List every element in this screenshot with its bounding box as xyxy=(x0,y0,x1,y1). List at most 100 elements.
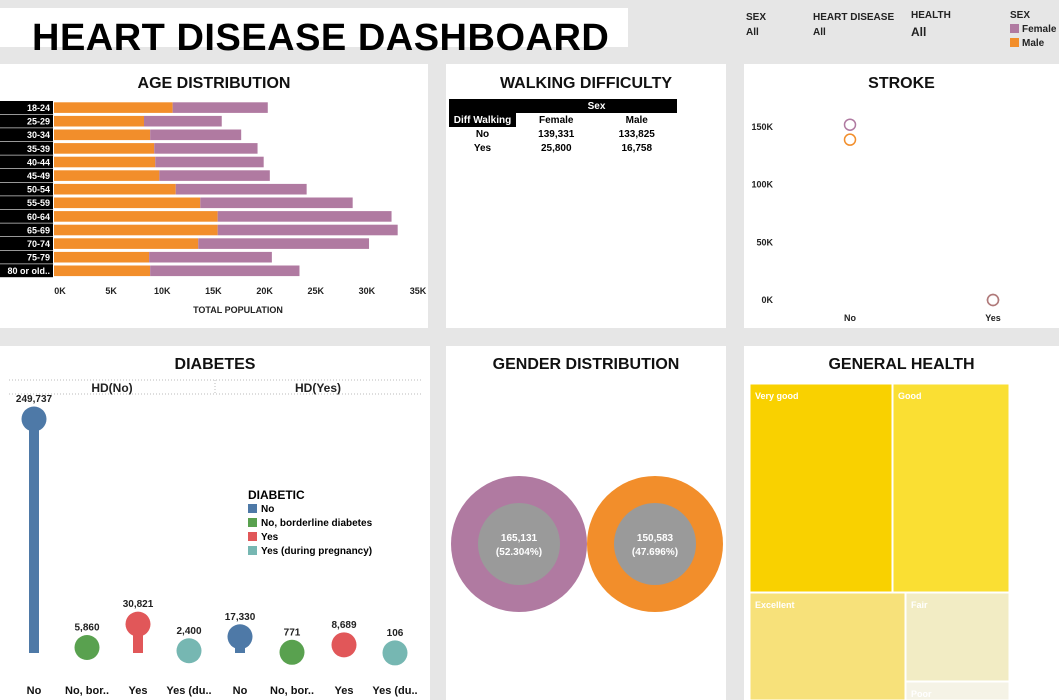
age-x-tick: 15K xyxy=(205,286,222,296)
health-tile-label: Poor xyxy=(911,689,932,699)
age-x-tick: 20K xyxy=(256,286,273,296)
age-bar-male xyxy=(54,143,155,154)
health-tile xyxy=(905,592,1010,682)
diabetes-stem xyxy=(29,419,39,653)
age-bar-female xyxy=(154,143,258,154)
diabetic-legend-no[interactable]: No xyxy=(248,504,372,518)
legend-label: No, borderline diabetes xyxy=(261,518,373,529)
health-chart: Very good Good Excellent Fair Poor xyxy=(749,383,1010,700)
filter-sex-value[interactable]: All xyxy=(746,27,759,38)
age-label-bg xyxy=(0,237,53,250)
age-bar-male xyxy=(54,238,199,249)
health-tile xyxy=(749,592,906,700)
age-label-bg xyxy=(0,264,53,278)
filter-health[interactable]: HEALTH All xyxy=(911,10,951,39)
age-bar-male xyxy=(54,224,218,236)
stroke-title: STROKE xyxy=(868,75,935,92)
page-title: HEART DISEASE DASHBOARD xyxy=(32,17,610,59)
diabetes-x-tick: No, bor.. xyxy=(65,685,109,697)
gender-value-label: 165,131 xyxy=(501,533,538,544)
female-swatch xyxy=(1010,24,1019,33)
health-tile-label: Excellent xyxy=(755,600,795,610)
diabetic-legend-borderline[interactable]: No, borderline diabetes xyxy=(248,518,372,532)
filter-heart-disease-label: HEART DISEASE xyxy=(813,12,895,23)
age-bar-male xyxy=(54,211,218,222)
health-tile-label: Good xyxy=(898,391,922,401)
age-bar-female xyxy=(150,129,242,141)
age-category-label: 45-49 xyxy=(27,171,50,181)
diabetes-value-label: 8,689 xyxy=(331,620,356,631)
age-bar-male xyxy=(54,129,151,141)
age-category-label: 55-59 xyxy=(27,198,50,208)
health-tile xyxy=(749,383,893,593)
gender-value-label: 150,583 xyxy=(637,533,674,544)
age-category-label: 18-24 xyxy=(27,103,50,113)
diabetes-stem xyxy=(133,624,143,653)
stroke-y-tick: 150K xyxy=(751,122,773,132)
age-category-label: 25-29 xyxy=(27,117,50,127)
age-bar-male xyxy=(54,102,173,113)
diabetes-x-tick: Yes (du.. xyxy=(166,685,211,697)
legend-label: Yes xyxy=(261,532,279,543)
diabetic-legend-pregnancy[interactable]: Yes (during pregnancy) xyxy=(248,546,372,560)
age-x-tick: 30K xyxy=(359,286,376,296)
diabetes-point xyxy=(176,638,202,664)
walking-corner xyxy=(449,99,516,113)
stroke-point-male xyxy=(843,133,857,146)
age-bar-female xyxy=(159,170,270,181)
diabetes-value-label: 5,860 xyxy=(74,623,99,634)
filter-sex[interactable]: SEX All xyxy=(746,12,766,38)
age-bar-male xyxy=(54,156,156,168)
sex-legend-male-label: Male xyxy=(1022,38,1045,49)
filter-health-value[interactable]: All xyxy=(911,25,927,39)
sex-legend: SEX Female Male xyxy=(1010,10,1059,49)
age-label-bg xyxy=(0,101,53,114)
filter-heart-disease[interactable]: HEART DISEASE All xyxy=(813,12,894,38)
sex-legend-title: SEX xyxy=(1010,10,1031,21)
sex-legend-female[interactable]: Female xyxy=(1010,24,1059,35)
age-bar-female xyxy=(149,251,272,263)
health-panel: GENERAL HEALTH Very good Good Excellent Fai… xyxy=(744,346,1059,700)
walking-col-group: Sex xyxy=(516,99,677,113)
stroke-point-male xyxy=(986,293,1000,307)
title-box: HEART DISEASE DASHBOARD xyxy=(0,8,628,59)
diabetic-legend-yes[interactable]: Yes xyxy=(248,532,372,546)
age-label-bg xyxy=(0,182,53,196)
age-bar-female xyxy=(150,265,300,277)
stroke-y-tick: 0K xyxy=(761,295,773,305)
age-label-bg xyxy=(0,128,53,142)
age-bar-male xyxy=(54,170,160,181)
stroke-point-female xyxy=(843,118,857,131)
health-tile-label: Fair xyxy=(911,600,928,610)
age-category-label: 35-39 xyxy=(27,144,50,154)
age-x-axis-label: TOTAL POPULATION xyxy=(193,305,283,315)
walking-col-male: Male xyxy=(625,114,648,126)
table-row: No 139,331 133,825 xyxy=(449,127,677,141)
diabetes-value-label: 771 xyxy=(284,627,301,638)
diabetes-x-tick: Yes xyxy=(129,685,148,697)
health-title: GENERAL HEALTH xyxy=(828,356,975,373)
legend-swatch xyxy=(248,504,257,513)
age-category-label: 70-74 xyxy=(27,239,50,249)
age-label-bg xyxy=(0,250,53,264)
age-category-label: 40-44 xyxy=(27,157,50,167)
diabetes-x-tick: Yes (du.. xyxy=(372,685,417,697)
age-bar-male xyxy=(54,115,145,127)
age-bar-female xyxy=(172,102,268,113)
age-x-tick: 5K xyxy=(105,286,117,296)
filter-sex-label: SEX xyxy=(746,12,767,23)
gender-donut-hole xyxy=(478,503,560,585)
diabetic-legend: DIABETIC No No, borderline diabetes Yes … xyxy=(248,488,372,560)
walking-row-label: No xyxy=(475,128,490,140)
age-bar-female xyxy=(144,115,222,127)
diabetic-legend-title: DIABETIC xyxy=(248,488,305,502)
stroke-panel: STROKE 0K 50K 100K 150K No Yes xyxy=(744,64,1059,328)
age-label-bg xyxy=(0,196,53,210)
diabetes-group-label: HD(Yes) xyxy=(295,381,341,395)
health-tile xyxy=(892,383,1010,593)
walking-panel: WALKING DIFFICULTY Sex Diff Walking Fema… xyxy=(446,64,726,328)
sex-legend-male[interactable]: Male xyxy=(1010,38,1059,49)
stroke-y-tick: 100K xyxy=(751,180,773,190)
gender-pct-label: (47.696%) xyxy=(632,547,678,558)
filter-heart-disease-value[interactable]: All xyxy=(813,27,826,38)
